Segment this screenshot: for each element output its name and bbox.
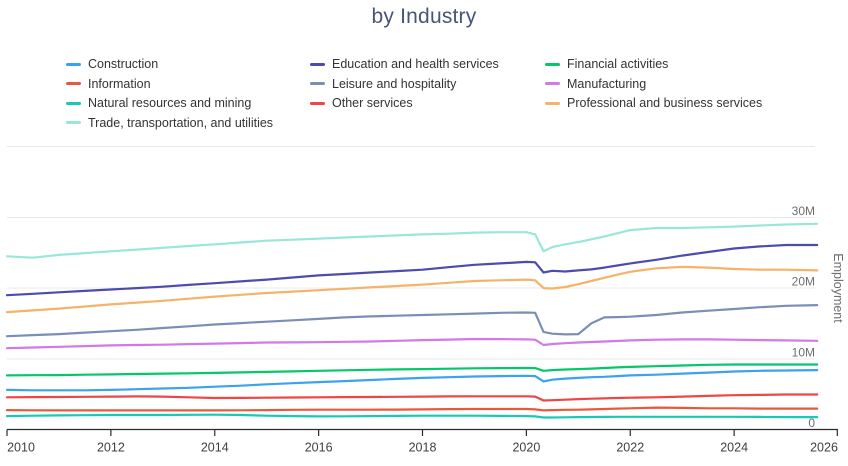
x-tick-label: 2016	[305, 441, 333, 455]
chart-title: by Industry	[371, 5, 477, 28]
legend-swatch	[66, 121, 81, 124]
legend-swatch	[310, 101, 325, 105]
series-lines	[5, 222, 819, 419]
legend-swatch	[545, 62, 560, 66]
x-tick-label: 2014	[201, 441, 229, 455]
series-line-construction[interactable]	[5, 369, 819, 392]
series-line-other-services[interactable]	[5, 393, 819, 402]
legend-item-financial-activities[interactable]: Financial activities	[545, 57, 844, 71]
series-line-manufacturing[interactable]	[5, 337, 819, 350]
legend-swatch	[310, 62, 325, 66]
series-line-trade-transportation-and-utilities[interactable]	[5, 222, 819, 259]
legend-item-manufacturing[interactable]: Manufacturing	[545, 77, 844, 91]
legend-item-education-and-health-services[interactable]: Education and health services	[310, 57, 545, 71]
series-line-financial-activities[interactable]	[5, 363, 819, 377]
legend-label: Trade, transportation, and utilities	[88, 115, 274, 130]
x-tick-label: 2010	[7, 441, 35, 455]
y-tick-label: 0	[808, 416, 815, 430]
legend-label: Other services	[332, 96, 413, 110]
legend-swatch	[66, 62, 81, 66]
series-line-leisure-and-hospitality[interactable]	[5, 304, 819, 338]
legend-label: Professional and business services	[567, 96, 763, 110]
legend-swatch	[545, 101, 560, 105]
legend-item-construction[interactable]: Construction	[66, 57, 310, 71]
y-axis-title: Employment	[831, 253, 845, 323]
series-line-professional-and-business-services[interactable]	[5, 265, 819, 314]
legend-swatch	[66, 101, 81, 105]
legend-item-leisure-and-hospitality[interactable]: Leisure and hospitality	[310, 77, 545, 91]
legend-item-trade-transportation-and-utilities[interactable]: Trade, transportation, and utilities	[66, 116, 310, 130]
legend-label: Natural resources and mining	[88, 96, 252, 110]
y-tick-label: 10M	[792, 345, 815, 359]
legend-swatch	[310, 82, 325, 85]
legend: Construction Education and health service…	[66, 57, 844, 130]
legend-swatch	[66, 82, 81, 85]
series-line-natural-resources-and-mining[interactable]	[5, 413, 819, 419]
legend-item-professional-and-business-services[interactable]: Professional and business services	[545, 96, 844, 110]
legend-item-information[interactable]: Information	[66, 77, 310, 91]
series-line-education-and-health-services[interactable]	[5, 243, 819, 297]
x-tick-label: 2022	[616, 441, 644, 455]
legend-label: Manufacturing	[567, 76, 647, 91]
y-tick-label: 30M	[792, 204, 815, 218]
legend-label: Financial activities	[567, 57, 669, 71]
legend-label: Information	[88, 76, 151, 91]
x-tick-label: 2020	[512, 441, 540, 455]
legend-item-other-services[interactable]: Other services	[310, 96, 545, 110]
axes: 2010 2012 2014 2016 2018 2020 2022 2024 2026	[6, 428, 838, 455]
x-tick-label: 2012	[97, 441, 125, 455]
legend-swatch	[545, 82, 560, 85]
series-line-information[interactable]	[5, 406, 819, 412]
x-tick-label: 2024	[720, 441, 748, 455]
x-tick-label: 2026	[810, 441, 838, 455]
x-tick-label: 2018	[409, 441, 437, 455]
y-tick-label: 20M	[792, 275, 815, 289]
legend-label: Leisure and hospitality	[332, 76, 457, 91]
legend-item-natural-resources-and-mining[interactable]: Natural resources and mining	[66, 96, 310, 110]
legend-label: Construction	[88, 57, 159, 71]
legend-label: Education and health services	[332, 57, 499, 71]
